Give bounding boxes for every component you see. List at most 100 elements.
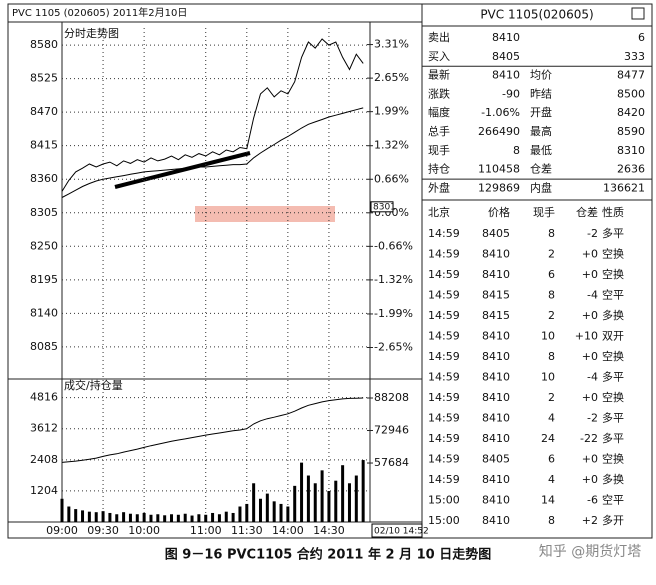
y-tick-label: 8250 [30,239,58,252]
trade-cell: 空平 [602,493,624,507]
trade-cell: 多换 [602,472,624,486]
y2-tick-label: -1.99% [374,307,413,320]
trade-cell: +0 [582,268,598,281]
trade-cell: 8410 [482,412,510,425]
volume-bar [286,506,290,522]
y2-tick-label: 0.66% [374,172,409,185]
x-tick-label: 10:00 [128,524,160,537]
trade-cell: 8410 [482,391,510,404]
trade-cell: 8 [548,350,555,363]
volume-bar [224,511,228,522]
trade-cell: 14:59 [428,473,460,486]
trade-cell: 6 [548,268,555,281]
volume-bar [238,506,242,522]
quote-label: 均价 [530,69,552,82]
trade-cell: 14:59 [428,227,460,240]
y2-tick-label: 1.99% [374,105,409,118]
trade-cell: 14:59 [428,330,460,343]
y-tick-label: 4816 [30,391,58,404]
trade-cell: 多平 [602,226,624,240]
quote-value: 8405 [492,50,520,63]
trade-cell: +0 [582,391,598,404]
volume-bar [258,498,262,522]
y2-tick-label: 1.32% [374,139,409,152]
trade-cell: 4 [548,473,555,486]
quote-value: 333 [624,50,645,63]
quote-label: 内盘 [530,180,552,194]
caption: 图 9－16 PVC1105 合约 2011 年 2 月 10 日走势图 [165,547,492,563]
trade-cell: 8 [548,514,555,527]
y2-tick-label: -2.65% [374,341,413,354]
quote-value: 129869 [478,181,520,194]
y-tick-label: 8415 [30,139,58,152]
y2-tick-label: 2.65% [374,71,409,84]
volume-bar [81,510,85,522]
y-tick-label: 8525 [30,72,58,85]
y-tick-label: 8085 [30,340,58,353]
volume-bar [183,513,187,522]
trade-cell: 2 [548,248,555,261]
trade-cell: 8415 [482,309,510,322]
volume-bar [176,514,180,522]
x-tick-label: 09:00 [46,524,78,537]
volume-bar [252,483,256,522]
volume-bar [163,515,167,522]
quote-value: 266490 [478,125,520,138]
volume-bar [135,514,139,522]
quote-value: 8477 [617,69,645,82]
quote-label: 买入 [428,50,450,63]
series-line [61,107,364,198]
quote-label: 现手 [428,143,450,157]
y-tick-label: 8305 [30,206,58,219]
y2-tick-label: -0.66% [374,239,413,252]
trade-cell: 14:59 [428,432,460,445]
trade-cell: 14:59 [428,268,460,281]
volume-bar [115,514,119,522]
trade-cell: -4 [587,289,598,302]
trade-cell: 14:59 [428,453,460,466]
quote-label: 最高 [530,124,552,138]
trade-cell: 双开 [602,330,624,343]
quote-value: 8410 [492,31,520,44]
trade-cell: 8405 [482,453,510,466]
cursor-price: 8301 [373,202,396,212]
x-tick-label: 11:00 [190,524,222,537]
quote-label: 开盘 [530,105,552,119]
trade-cell: 2 [548,391,555,404]
quote-label: 涨跌 [428,86,450,100]
panel-title: PVC 1105(020605) [480,8,593,22]
volume-bar [94,512,98,522]
trade-cell: 8405 [482,227,510,240]
trade-cell: 14:59 [428,371,460,384]
trade-cell: +0 [582,473,598,486]
trade-cell: 14:59 [428,350,460,363]
trade-header: 价格 [488,205,510,219]
trade-header: 性质 [602,205,624,219]
y2-tick-label: -1.32% [374,273,413,286]
volume-bar [156,514,160,522]
window-frame [7,3,653,539]
trade-cell: 14:59 [428,289,460,302]
quote-label: 持仓 [428,162,450,176]
trend-line [114,151,251,189]
trade-cell: 空平 [602,288,624,302]
volume-bar [231,512,235,522]
close-icon[interactable] [631,7,645,20]
trade-cell: 8410 [482,248,510,261]
volume-bar [217,514,221,522]
trade-cell: 8 [548,289,555,302]
volume-bar [108,512,112,522]
quote-label: 外盘 [428,180,450,194]
trade-cell: 14:59 [428,248,460,261]
quote-value: 136621 [603,181,645,194]
trade-cell: 8410 [482,494,510,507]
cursor-time-box [371,523,423,538]
trade-cell: 8410 [482,514,510,527]
volume-bar [279,503,283,522]
volume-bar [245,503,249,522]
trade-cell: +2 [582,514,598,527]
volume-bar [101,511,105,522]
trade-cell: 14:59 [428,391,460,404]
quote-value: 8410 [492,69,520,82]
quote-value: 8310 [617,144,645,157]
